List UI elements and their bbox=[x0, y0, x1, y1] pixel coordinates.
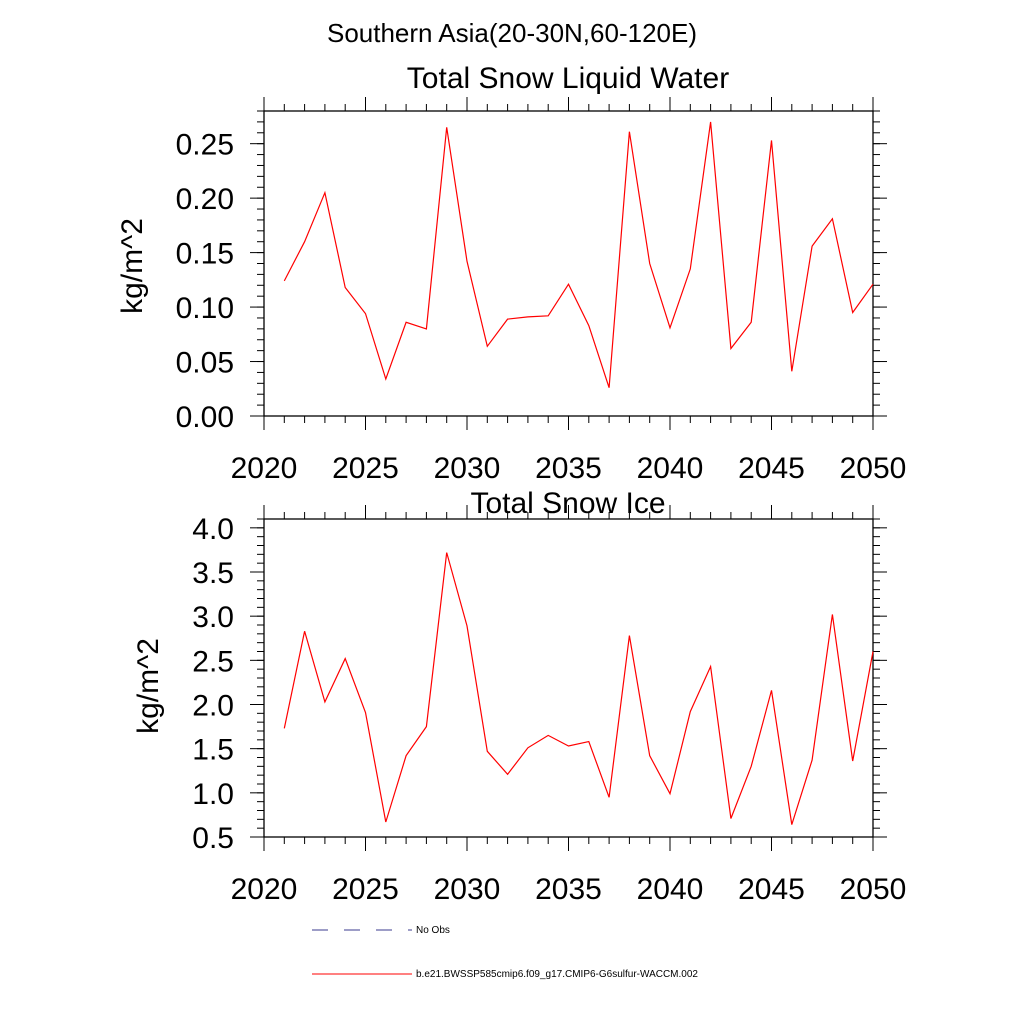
y-tick-label: 0.05 bbox=[176, 347, 234, 380]
y-tick-label: 3.5 bbox=[192, 557, 234, 590]
x-tick-label: 2040 bbox=[637, 452, 704, 485]
y-axis-label-liquid-water: kg/m^2 bbox=[116, 218, 149, 314]
y-tick-label: 0.15 bbox=[176, 238, 234, 271]
x-tick-label: 2040 bbox=[637, 873, 704, 906]
x-tick-label: 2030 bbox=[434, 452, 501, 485]
y-tick-label: 0.5 bbox=[192, 822, 234, 855]
y-tick-label: 1.5 bbox=[192, 734, 234, 767]
y-tick-label: 2.0 bbox=[192, 690, 234, 723]
x-tick-label: 2050 bbox=[840, 873, 907, 906]
legend-model-label: b.e21.BWSSP585cmip6.f09_g17.CMIP6-G6sulf… bbox=[416, 969, 698, 980]
figure-title: Southern Asia(20-30N,60-120E) bbox=[327, 18, 697, 48]
y-tick-label: 0.10 bbox=[176, 292, 234, 325]
axes-snow-ice: 2020 2025 2030 2035 2040 2045 2050 0.5 1.0 1.5 2.0… bbox=[192, 505, 906, 906]
panel-title-liquid-water: Total Snow Liquid Water bbox=[407, 62, 729, 95]
x-tick-label: 2045 bbox=[738, 873, 805, 906]
legend-obs-label: No Obs bbox=[416, 925, 450, 936]
y-tick-label: 4.0 bbox=[192, 513, 234, 546]
x-tick-label: 2020 bbox=[231, 452, 298, 485]
legend: No Obs b.e21.BWSSP585cmip6.f09_g17.CMIP6… bbox=[312, 925, 698, 980]
plot-frame bbox=[263, 518, 874, 838]
x-tick-label: 2050 bbox=[840, 452, 907, 485]
x-tick-label: 2025 bbox=[332, 873, 399, 906]
y-axis-label-snow-ice: kg/m^2 bbox=[132, 638, 165, 734]
y-tick-label: 0.20 bbox=[176, 183, 234, 216]
y-tick-label: 2.5 bbox=[192, 645, 234, 678]
axes-liquid-water: 2020 2025 2030 2035 2040 2045 2050 0.00 0.05 0.10… bbox=[176, 97, 907, 485]
x-tick-label: 2020 bbox=[231, 873, 298, 906]
x-tick-label: 2030 bbox=[434, 873, 501, 906]
y-tick-label: 3.0 bbox=[192, 601, 234, 634]
series-line-liquid-water bbox=[283, 121, 874, 388]
y-tick-label: 0.25 bbox=[176, 129, 234, 162]
x-tick-label: 2035 bbox=[535, 452, 602, 485]
chart-panel-liquid-water: Total Snow Liquid Water kg/m^2 2020 2025 2… bbox=[116, 62, 906, 485]
x-tick-label: 2025 bbox=[332, 452, 399, 485]
series-line-snow-ice bbox=[283, 552, 874, 825]
x-tick-label: 2035 bbox=[535, 873, 602, 906]
y-tick-label: 0.00 bbox=[176, 401, 234, 434]
x-tick-label: 2045 bbox=[738, 452, 805, 485]
chart-panel-snow-ice: Total Snow Ice kg/m^2 2020 2025 2030 2035 20… bbox=[132, 487, 906, 906]
plot-frame bbox=[263, 110, 874, 417]
y-tick-label: 1.0 bbox=[192, 778, 234, 811]
